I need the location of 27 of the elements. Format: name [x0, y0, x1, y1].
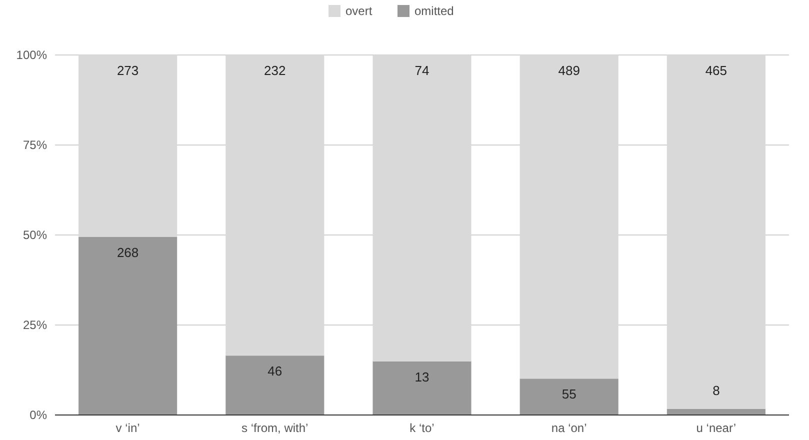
bar [666, 408, 766, 415]
y-tick-label: 25% [22, 318, 48, 332]
y-tick-label: 100% [16, 48, 48, 62]
legend-label: omitted [414, 4, 454, 18]
x-tick-label: s ‘from, with’ [242, 421, 308, 435]
annotation: 268 [116, 244, 139, 260]
annotation: 465 [705, 63, 728, 78]
bar [78, 236, 178, 415]
annotation: 46 [268, 364, 282, 379]
bar [372, 361, 472, 415]
y-tick-label: 0% [30, 408, 48, 422]
legend-label: overt [346, 4, 373, 18]
y-tick-label: 75% [22, 138, 48, 152]
annotation: 55 [562, 386, 576, 402]
x-tick-label: k ‘to’ [410, 421, 434, 435]
annotation: 13 [414, 369, 430, 384]
bar [226, 356, 324, 415]
annotation: 273 [116, 63, 139, 78]
annotation: 489 [558, 63, 580, 78]
x-tick-label: v ‘in’ [116, 421, 140, 435]
x-tick-label: na ‘on’ [551, 421, 587, 435]
y-tick-label: 50% [22, 228, 48, 242]
annotation: 232 [264, 63, 286, 78]
bar [520, 378, 618, 415]
annotation: 74 [414, 63, 430, 78]
annotation: 8 [712, 382, 720, 398]
x-tick-label: u ‘near’ [696, 421, 736, 435]
